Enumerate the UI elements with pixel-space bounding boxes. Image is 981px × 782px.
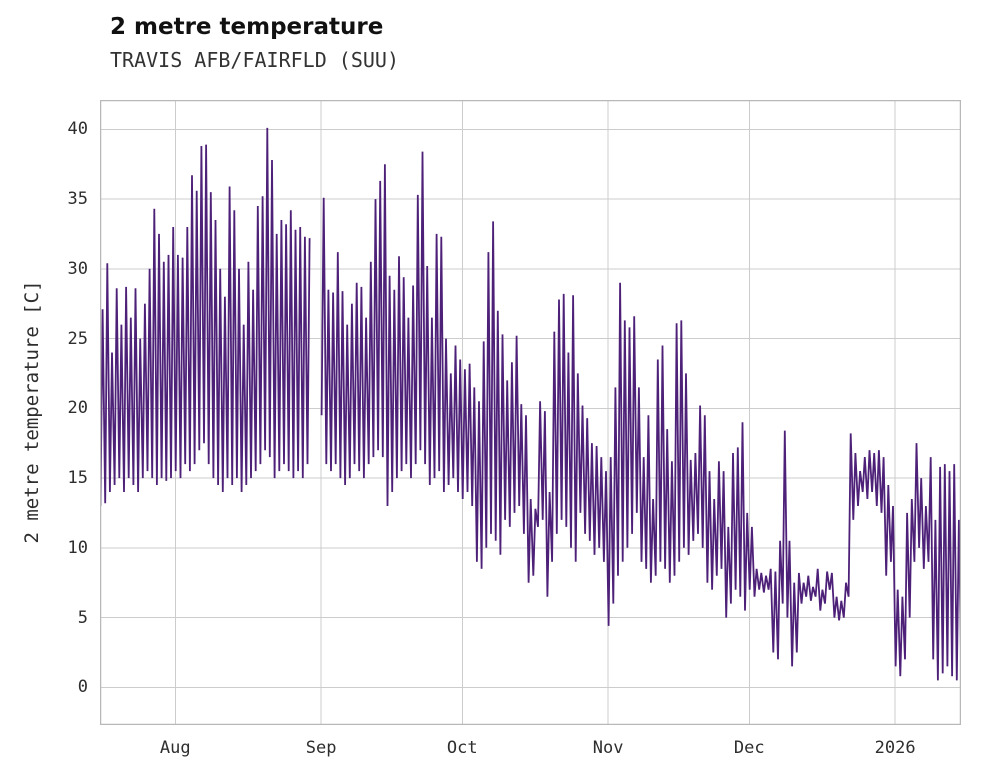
x-tick-label: Oct bbox=[446, 738, 478, 758]
y-tick-label: 25 bbox=[67, 328, 88, 349]
x-tick-label: 2026 bbox=[874, 738, 916, 758]
y-tick-label: 5 bbox=[77, 607, 88, 628]
plot-area bbox=[99, 99, 965, 726]
y-tick-label: 0 bbox=[77, 677, 88, 698]
y-tick-label: 35 bbox=[67, 189, 88, 210]
y-tick-label: 15 bbox=[67, 468, 88, 489]
plot-border bbox=[99, 99, 962, 726]
x-tick-label: Dec bbox=[733, 738, 765, 758]
x-tick-label: Nov bbox=[592, 738, 624, 758]
temperature-series-line bbox=[99, 127, 965, 688]
y-tick-label: 10 bbox=[67, 537, 88, 558]
chart-subtitle: TRAVIS AFB/FAIRFLD (SUU) bbox=[110, 48, 399, 72]
y-tick-label: 20 bbox=[67, 398, 88, 419]
chart-title: 2 metre temperature bbox=[110, 14, 384, 40]
y-tick-label: 40 bbox=[67, 119, 88, 140]
plot-wrap bbox=[99, 99, 965, 726]
x-tick-label: Sep bbox=[305, 738, 337, 758]
y-tick-label: 30 bbox=[67, 258, 88, 279]
x-tick-label: Aug bbox=[159, 738, 191, 758]
